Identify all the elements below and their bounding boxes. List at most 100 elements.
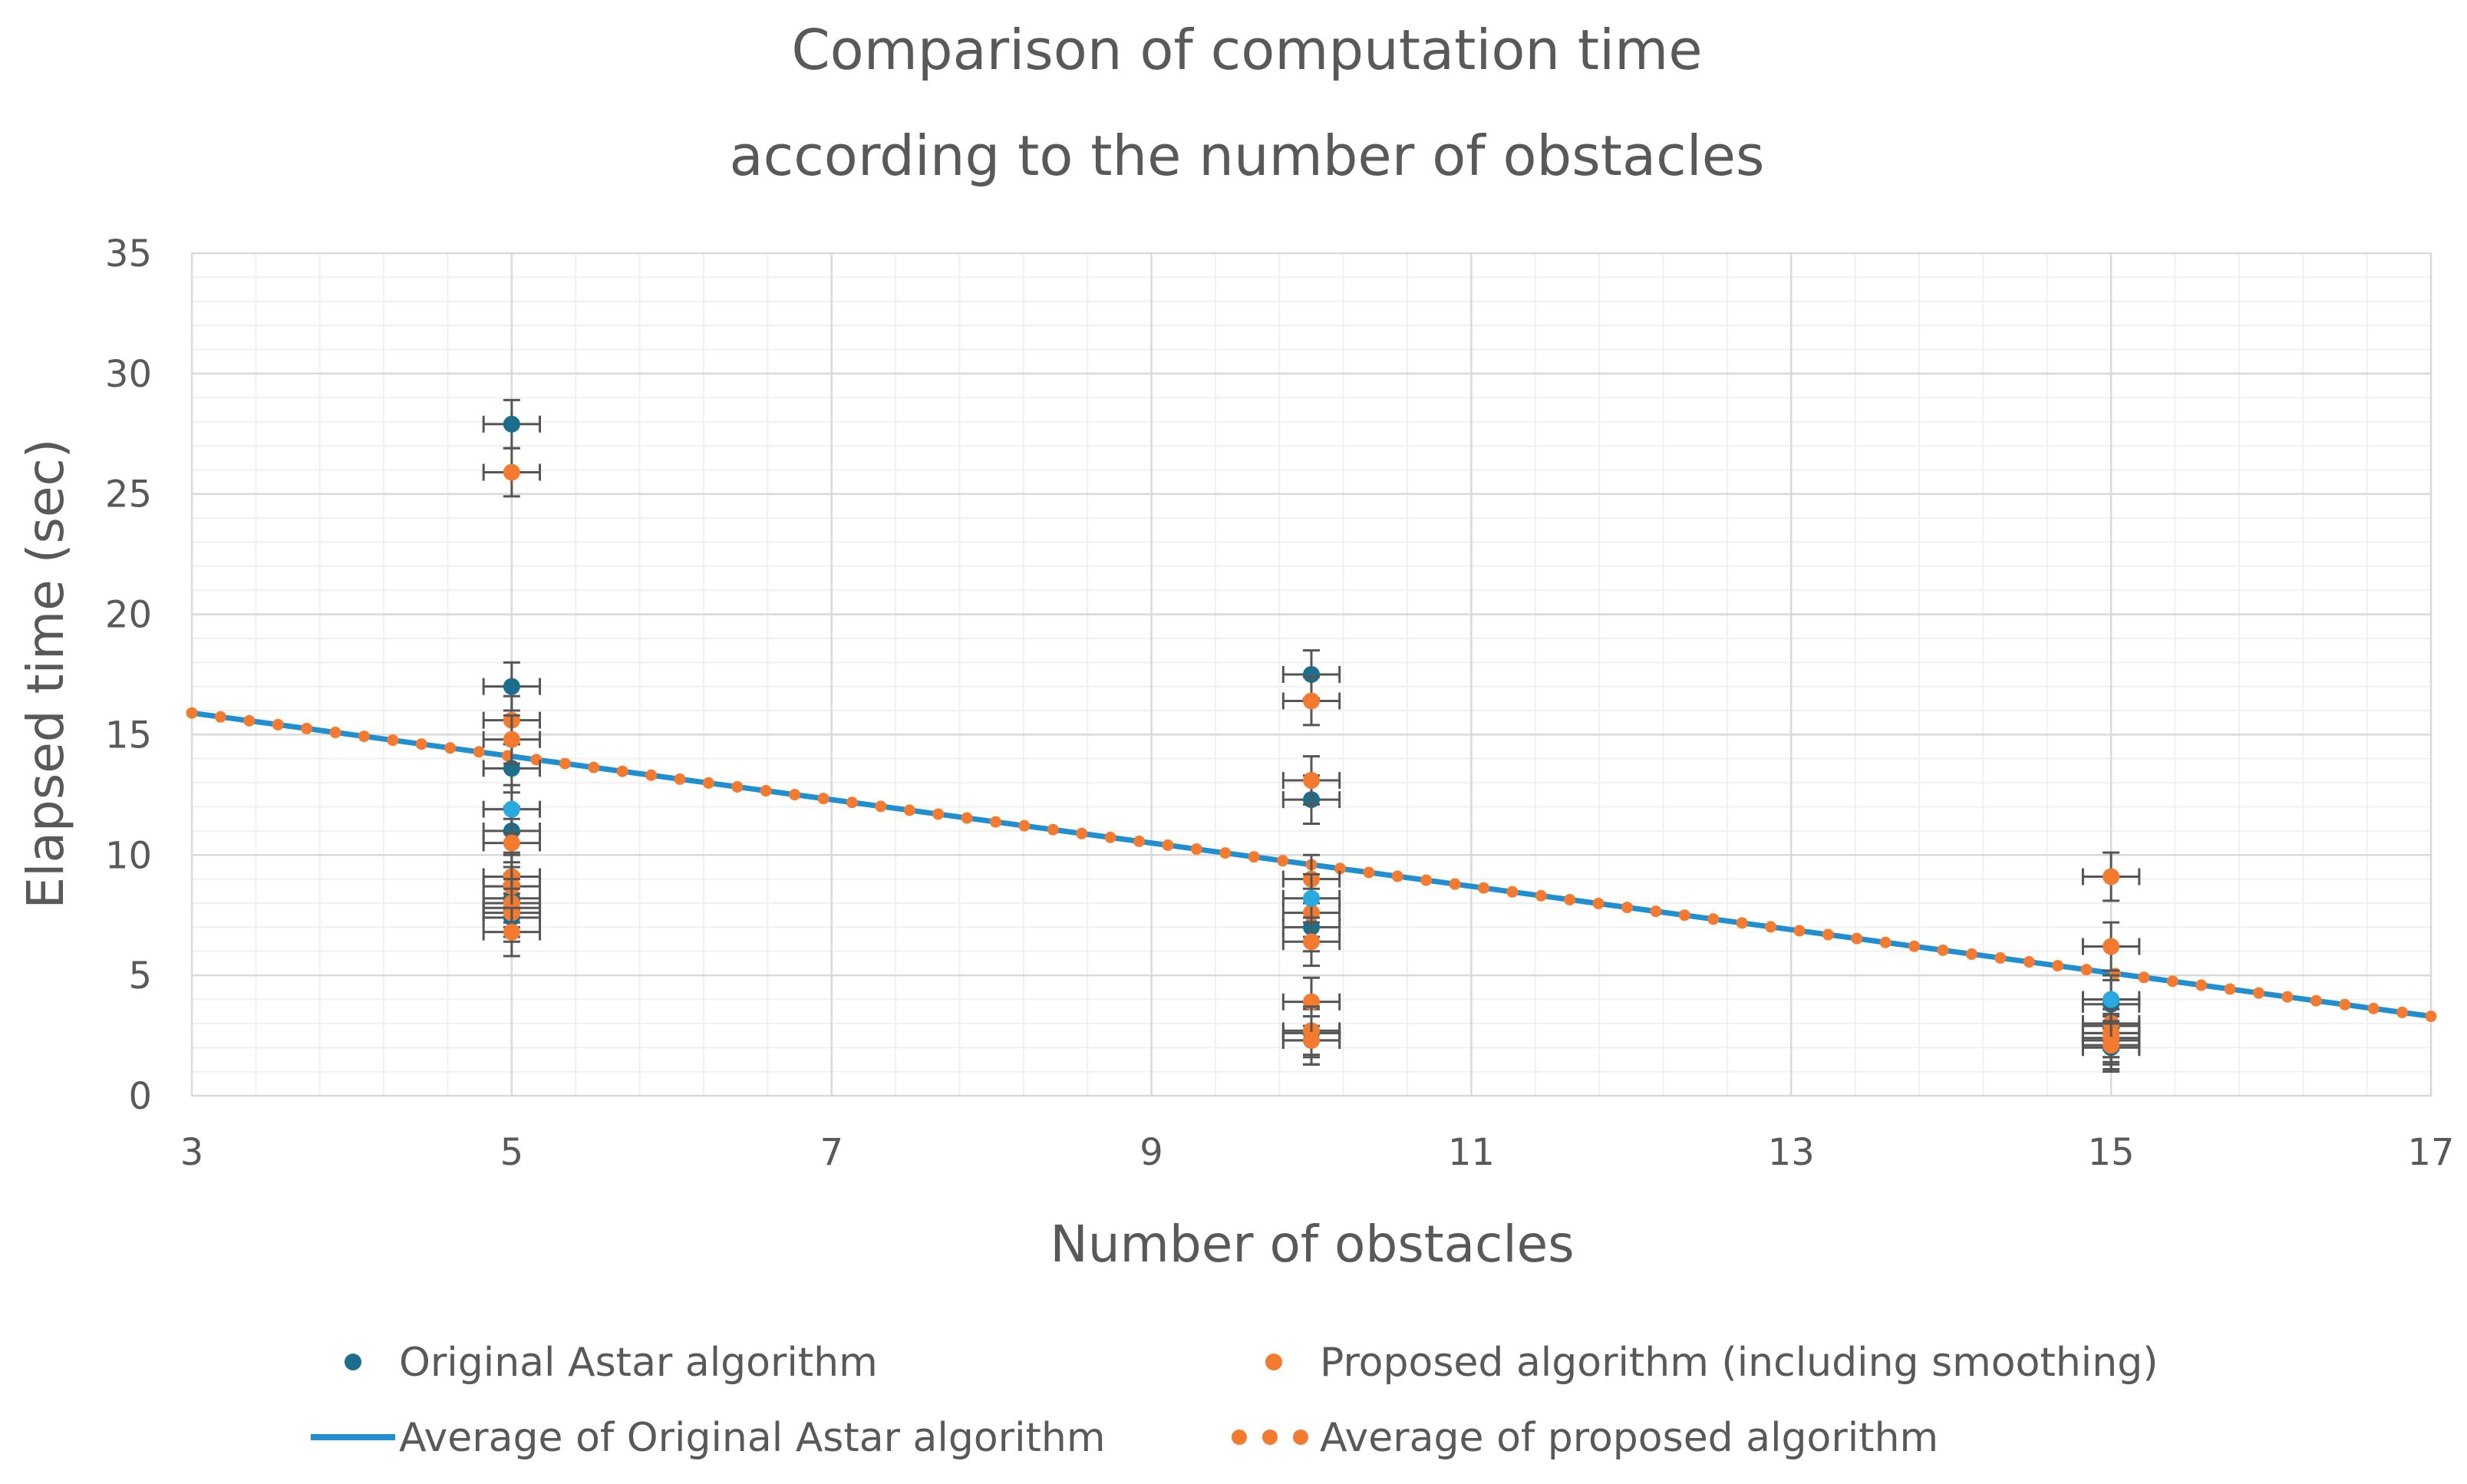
legend-label-original: Original Astar algorithm xyxy=(399,1340,878,1386)
data-point-marker xyxy=(503,800,520,818)
average-proposed-dot xyxy=(817,793,829,805)
proposed-point xyxy=(2081,921,2141,972)
y-tick-label: 15 xyxy=(105,714,152,757)
proposed-point xyxy=(482,714,542,765)
average-proposed-dot xyxy=(1477,882,1489,894)
y-tick-label: 30 xyxy=(105,353,152,396)
legend-label-proposed: Proposed algorithm (including smoothing) xyxy=(1320,1340,2158,1386)
original-point xyxy=(482,661,542,712)
x-tick-label: 9 xyxy=(1140,1131,1163,1174)
average-proposed-dot xyxy=(989,816,1001,828)
x-axis-title: Number of obstacles xyxy=(1050,1215,1574,1274)
legend: Original Astar algorithm Proposed algori… xyxy=(311,1340,2158,1461)
average-proposed-dot xyxy=(1248,851,1260,863)
x-tick-label: 7 xyxy=(820,1131,843,1174)
legend-item-avg-original: Average of Original Astar algorithm xyxy=(311,1415,1106,1461)
legend-marker-avg-proposed-dot-3 xyxy=(1293,1430,1308,1445)
average-proposed-dot xyxy=(2253,987,2265,999)
legend-marker-avg-proposed-dot-2 xyxy=(1262,1430,1278,1445)
data-point-marker xyxy=(1303,1031,1320,1049)
average-proposed-dot xyxy=(1851,932,1863,945)
average-proposed-dot xyxy=(903,804,915,816)
average-proposed-dot xyxy=(645,769,658,781)
average-proposed-dot xyxy=(731,780,744,793)
data-point-marker xyxy=(503,730,520,748)
data-point-marker xyxy=(1303,692,1320,710)
average-proposed-dot xyxy=(1994,951,2007,964)
average-proposed-dot xyxy=(1104,831,1116,843)
average-proposed-dot xyxy=(2224,983,2236,995)
average-proposed-dot xyxy=(1334,862,1346,875)
x-tick-label: 13 xyxy=(1768,1131,1815,1174)
average-proposed-dot xyxy=(2166,975,2178,988)
y-tick-label: 5 xyxy=(128,955,152,998)
data-point-marker xyxy=(503,463,520,481)
legend-marker-original xyxy=(345,1354,361,1370)
average-proposed-dot xyxy=(387,734,399,747)
average-proposed-dot xyxy=(702,777,714,789)
legend-item-original: Original Astar algorithm xyxy=(345,1340,878,1386)
average-proposed-dot xyxy=(272,718,284,730)
average-proposed-dot xyxy=(1621,902,1634,914)
average-proposed-dot xyxy=(1678,909,1690,922)
average-proposed-dot xyxy=(415,738,427,750)
legend-marker-avg-proposed-dot-1 xyxy=(1232,1430,1247,1445)
average-proposed-dot xyxy=(760,785,772,797)
average-proposed-dot xyxy=(616,765,628,777)
data-point-marker xyxy=(2103,938,2120,955)
x-tick-label: 5 xyxy=(500,1131,524,1174)
proposed-point xyxy=(2081,851,2141,902)
average-proposed-dot xyxy=(961,812,973,824)
average-proposed-dot xyxy=(1707,913,1720,925)
average-proposed-dot xyxy=(301,722,313,734)
average-proposed-dot xyxy=(2195,979,2208,991)
average-proposed-dot xyxy=(186,707,198,719)
average-proposed-dot xyxy=(1076,827,1088,839)
average-proposed-dot xyxy=(1047,823,1059,836)
average-proposed-dot xyxy=(2367,1002,2380,1014)
average-proposed-dot xyxy=(1133,835,1146,847)
proposed-point xyxy=(2081,1020,2141,1070)
average-proposed-dot xyxy=(1822,928,1834,941)
legend-item-proposed: Proposed algorithm (including smoothing) xyxy=(1265,1340,2158,1386)
average-proposed-dot xyxy=(1190,843,1202,856)
x-tick-label: 17 xyxy=(2407,1131,2454,1174)
average-proposed-dot xyxy=(473,746,485,758)
data-point-marker xyxy=(1303,889,1320,907)
average-proposed-dot xyxy=(243,714,256,727)
average-proposed-dot xyxy=(875,800,887,813)
data-point-marker xyxy=(2103,1037,2120,1054)
proposed-point xyxy=(1281,755,1341,806)
proposed-point xyxy=(1281,675,1341,727)
average-proposed-dot xyxy=(1277,855,1289,867)
legend-label-avg-proposed: Average of proposed algorithm xyxy=(1320,1415,1938,1461)
average-proposed-dot xyxy=(2023,956,2035,968)
average-proposed-dot xyxy=(2080,964,2093,976)
average-proposed-dot xyxy=(2052,960,2064,972)
x-tick-label: 15 xyxy=(2088,1131,2135,1174)
legend-label-avg-original: Average of Original Astar algorithm xyxy=(399,1415,1106,1461)
average-proposed-dot xyxy=(846,796,858,809)
data-point-marker xyxy=(1303,666,1320,683)
highlight-point xyxy=(2081,974,2141,1025)
average-proposed-dot xyxy=(1363,866,1375,879)
data-point-marker xyxy=(503,834,520,852)
proposed-point xyxy=(1281,916,1341,968)
y-tick-label: 35 xyxy=(105,232,152,275)
average-proposed-dot xyxy=(1420,874,1433,886)
average-proposed-dot xyxy=(674,773,686,785)
highlight-point xyxy=(482,783,542,835)
average-proposed-dot xyxy=(444,742,457,754)
highlight-point xyxy=(1281,872,1341,924)
average-proposed-dot xyxy=(1793,925,1806,937)
y-tick-label: 20 xyxy=(105,594,152,637)
series-layer xyxy=(186,398,2437,1073)
average-proposed-dot xyxy=(1879,936,1891,948)
data-point-marker xyxy=(503,923,520,941)
average-proposed-dot xyxy=(588,761,600,773)
data-point-marker xyxy=(1303,772,1320,790)
data-point-marker xyxy=(503,678,520,695)
average-proposed-dot xyxy=(214,711,226,723)
data-point-marker xyxy=(1303,933,1320,951)
